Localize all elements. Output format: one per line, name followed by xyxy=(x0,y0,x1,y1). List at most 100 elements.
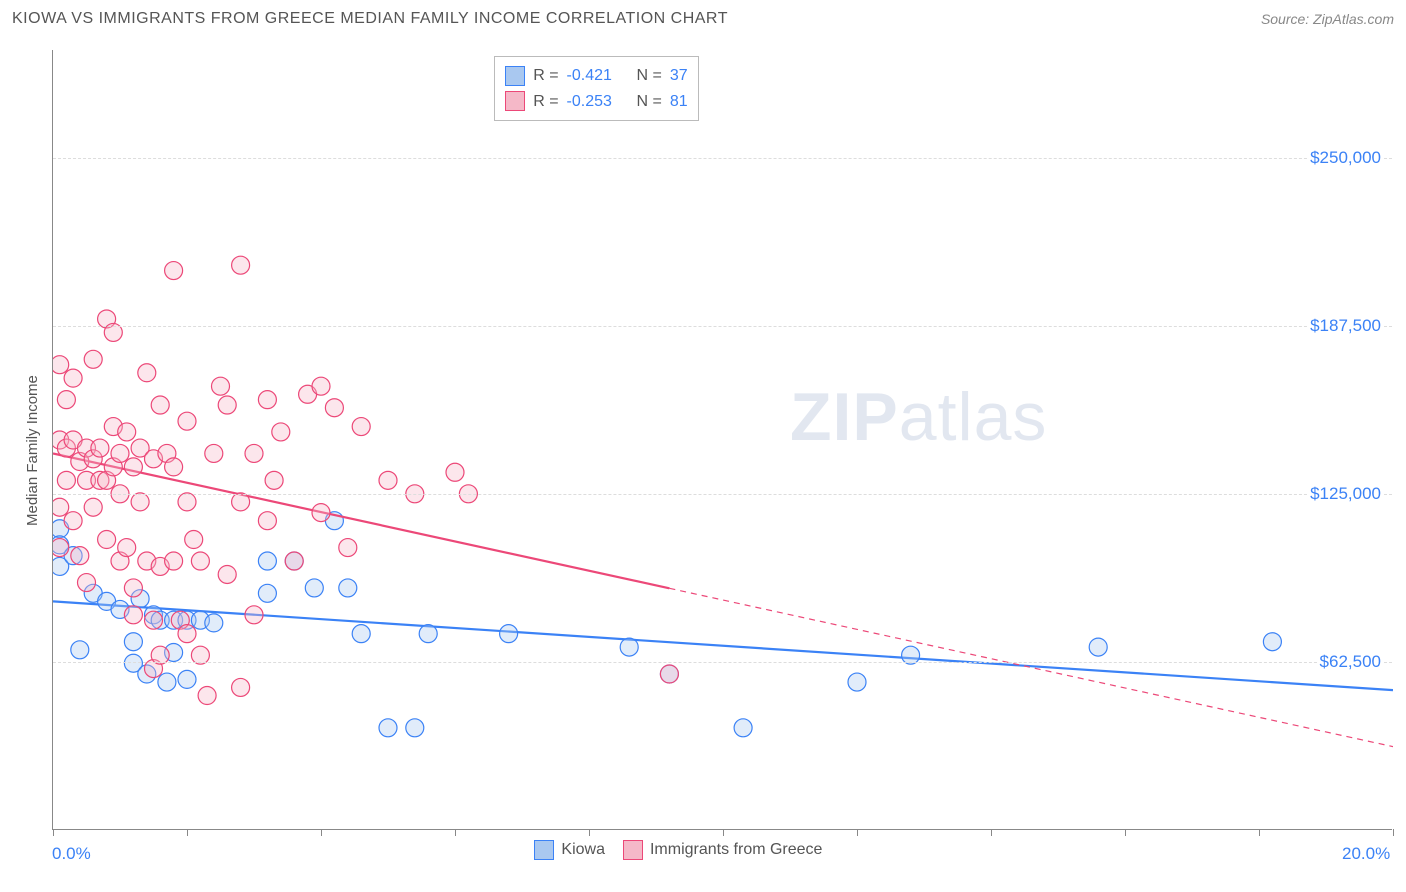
data-point-greece xyxy=(245,606,263,624)
data-point-greece xyxy=(91,439,109,457)
xtick-mark xyxy=(857,829,858,836)
chart-container: KIOWA VS IMMIGRANTS FROM GREECE MEDIAN F… xyxy=(0,0,1406,892)
data-point-greece xyxy=(124,579,142,597)
data-point-greece xyxy=(165,552,183,570)
legend-series-label: Kiowa xyxy=(561,841,605,859)
xtick-mark xyxy=(1259,829,1260,836)
legend-swatch xyxy=(505,66,525,86)
legend-r-value: -0.253 xyxy=(567,89,629,115)
data-point-greece xyxy=(191,552,209,570)
legend-swatch xyxy=(534,840,554,860)
legend-n-value: 37 xyxy=(670,63,688,89)
data-point-kiowa xyxy=(258,552,276,570)
data-point-kiowa xyxy=(71,641,89,659)
gridline xyxy=(53,494,1392,495)
data-point-greece xyxy=(272,423,290,441)
legend-correlation: R =-0.421N =37R =-0.253N =81 xyxy=(494,56,698,121)
xtick-label: 20.0% xyxy=(1342,844,1390,864)
data-point-greece xyxy=(84,498,102,516)
data-point-greece xyxy=(339,539,357,557)
legend-series-item: Immigrants from Greece xyxy=(623,840,822,860)
title-bar: KIOWA VS IMMIGRANTS FROM GREECE MEDIAN F… xyxy=(12,10,1394,28)
data-point-greece xyxy=(285,552,303,570)
data-point-greece xyxy=(57,391,75,409)
legend-swatch xyxy=(623,840,643,860)
data-point-greece xyxy=(245,444,263,462)
data-point-kiowa xyxy=(1263,633,1281,651)
data-point-greece xyxy=(165,262,183,280)
data-point-greece xyxy=(185,531,203,549)
data-point-greece xyxy=(352,418,370,436)
data-point-greece xyxy=(312,504,330,522)
data-point-greece xyxy=(118,423,136,441)
data-point-greece xyxy=(212,377,230,395)
data-point-kiowa xyxy=(124,633,142,651)
data-point-greece xyxy=(84,350,102,368)
xtick-mark xyxy=(1125,829,1126,836)
trend-line-dashed-greece xyxy=(669,588,1393,746)
xtick-mark xyxy=(53,829,54,836)
legend-series: Kiowa Immigrants from Greece xyxy=(534,840,822,860)
data-point-greece xyxy=(53,498,69,516)
data-point-greece xyxy=(118,539,136,557)
yaxis-title: Median Family Income xyxy=(24,375,41,526)
data-point-greece xyxy=(198,687,216,705)
xtick-mark xyxy=(321,829,322,836)
data-point-greece xyxy=(151,396,169,414)
data-point-kiowa xyxy=(406,719,424,737)
plot-area: ZIPatlas $62,500$125,000$187,500$250,000 xyxy=(52,50,1392,830)
data-point-kiowa xyxy=(848,673,866,691)
data-point-greece xyxy=(178,493,196,511)
data-point-greece xyxy=(138,364,156,382)
data-point-greece xyxy=(258,391,276,409)
data-point-kiowa xyxy=(158,673,176,691)
gridline xyxy=(53,326,1392,327)
data-point-greece xyxy=(64,369,82,387)
data-point-greece xyxy=(232,678,250,696)
data-point-kiowa xyxy=(258,584,276,602)
data-point-greece xyxy=(131,493,149,511)
xtick-mark xyxy=(455,829,456,836)
xtick-mark xyxy=(589,829,590,836)
data-point-greece xyxy=(218,565,236,583)
legend-series-item: Kiowa xyxy=(534,840,605,860)
legend-r-value: -0.421 xyxy=(567,63,629,89)
data-point-greece xyxy=(232,493,250,511)
ytick-label: $250,000 xyxy=(1307,147,1384,169)
legend-correlation-row: R =-0.253N =81 xyxy=(505,89,687,115)
xtick-label: 0.0% xyxy=(52,844,91,864)
data-point-greece xyxy=(258,512,276,530)
data-point-greece xyxy=(57,471,75,489)
data-point-greece xyxy=(205,444,223,462)
plot-svg xyxy=(53,50,1393,830)
legend-r-label: R = xyxy=(533,89,558,115)
data-point-greece xyxy=(178,412,196,430)
ytick-label: $125,000 xyxy=(1307,483,1384,505)
xtick-mark xyxy=(1393,829,1394,836)
legend-swatch xyxy=(505,91,525,111)
data-point-greece xyxy=(446,463,464,481)
source-label: Source: ZipAtlas.com xyxy=(1261,11,1394,27)
legend-n-label: N = xyxy=(637,89,662,115)
data-point-greece xyxy=(124,458,142,476)
data-point-greece xyxy=(53,356,69,374)
ytick-label: $187,500 xyxy=(1307,315,1384,337)
legend-r-label: R = xyxy=(533,63,558,89)
data-point-greece xyxy=(165,458,183,476)
data-point-kiowa xyxy=(734,719,752,737)
legend-n-label: N = xyxy=(637,63,662,89)
xtick-mark xyxy=(187,829,188,836)
data-point-greece xyxy=(178,625,196,643)
ytick-label: $62,500 xyxy=(1317,651,1384,673)
data-point-greece xyxy=(53,539,69,557)
chart-title: KIOWA VS IMMIGRANTS FROM GREECE MEDIAN F… xyxy=(12,10,728,28)
data-point-greece xyxy=(145,611,163,629)
data-point-kiowa xyxy=(379,719,397,737)
data-point-kiowa xyxy=(178,670,196,688)
data-point-greece xyxy=(265,471,283,489)
data-point-greece xyxy=(124,606,142,624)
data-point-greece xyxy=(325,399,343,417)
data-point-kiowa xyxy=(305,579,323,597)
data-point-greece xyxy=(111,444,129,462)
data-point-greece xyxy=(71,547,89,565)
